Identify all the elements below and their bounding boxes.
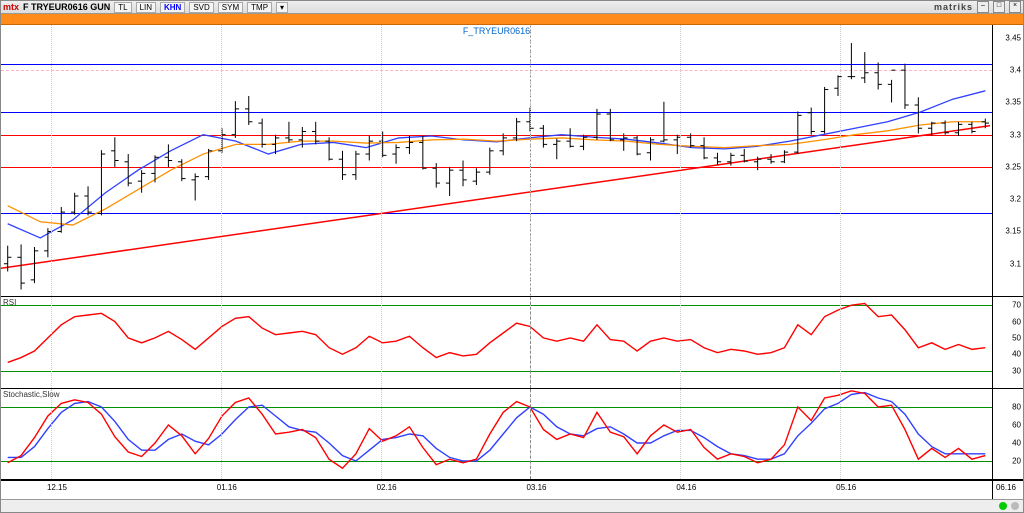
- toolbar-btn-tl[interactable]: TL: [114, 2, 131, 13]
- toolbar-btn-svd[interactable]: SVD: [189, 2, 213, 13]
- stoch-title: Stochastic,Slow: [3, 390, 59, 399]
- app-logo: mtx: [3, 2, 19, 12]
- minimize-icon[interactable]: –: [977, 1, 989, 13]
- chart-title: F_TRYEUR0616: [463, 26, 530, 36]
- rsi-yaxis: 30 40 50 60 70: [992, 297, 1023, 387]
- ytick: 80: [1012, 402, 1021, 411]
- ytick: 3.45: [1005, 33, 1021, 42]
- xtick: 01.16: [217, 483, 237, 492]
- ytick: 60: [1012, 317, 1021, 326]
- price-yaxis: 3.1 3.15 3.2 3.25 3.3 3.35 3.4 3.45: [992, 25, 1023, 296]
- ytick: 3.4: [1010, 66, 1021, 75]
- toolbar-btn-sym[interactable]: SYM: [218, 2, 243, 13]
- ytick: 60: [1012, 420, 1021, 429]
- ytick: 40: [1012, 350, 1021, 359]
- ytick: 70: [1012, 301, 1021, 310]
- ytick: 3.1: [1010, 259, 1021, 268]
- stoch-pane[interactable]: Stochastic,Slow 20 40 60 80: [1, 389, 1023, 480]
- xtick: 02.16: [377, 483, 397, 492]
- symbol-label: F TRYEUR0616 GUN: [23, 2, 110, 12]
- rsi-pane[interactable]: RSI 30 40 50 60 70: [1, 297, 1023, 388]
- ytick: 3.15: [1005, 227, 1021, 236]
- maximize-icon[interactable]: □: [993, 1, 1005, 13]
- ytick: 50: [1012, 334, 1021, 343]
- xtick: 12.15: [47, 483, 67, 492]
- ytick: 3.3: [1010, 130, 1021, 139]
- xtick: 06.16: [996, 483, 1016, 492]
- ytick: 40: [1012, 438, 1021, 447]
- chart-window: mtx F TRYEUR0616 GUN TL LIN KHN SVD SYM …: [0, 0, 1024, 513]
- rsi-title: RSI: [3, 298, 16, 307]
- xtick: 03.16: [526, 483, 546, 492]
- toolbar-btn-lin[interactable]: LIN: [136, 2, 156, 13]
- ytick: 3.2: [1010, 195, 1021, 204]
- stoch-yaxis: 20 40 60 80: [992, 389, 1023, 479]
- ytick: 3.25: [1005, 162, 1021, 171]
- ytick: 20: [1012, 456, 1021, 465]
- xtick: 05.16: [836, 483, 856, 492]
- x-axis: 12.15 01.16 02.16 03.16 04.16 05.16 06.16: [1, 480, 1023, 499]
- orange-strip: [1, 14, 1023, 25]
- dropdown-icon[interactable]: ▾: [276, 2, 288, 13]
- status-led-green: [999, 502, 1007, 510]
- ytick: 3.35: [1005, 98, 1021, 107]
- statusbar: [1, 499, 1023, 512]
- status-led-grey: [1011, 502, 1019, 510]
- xtick: 04.16: [676, 483, 696, 492]
- price-pane[interactable]: F_TRYEUR0616 3.1 3.15 3.2 3.25 3.3 3.35 3.4 3.4…: [1, 25, 1023, 297]
- chart-panes: F_TRYEUR0616 3.1 3.15 3.2 3.25 3.3 3.35 3.4 3.4…: [1, 25, 1023, 499]
- ytick: 30: [1012, 366, 1021, 375]
- close-icon[interactable]: ×: [1009, 1, 1021, 13]
- toolbar-btn-khn[interactable]: KHN: [160, 2, 185, 13]
- titlebar: mtx F TRYEUR0616 GUN TL LIN KHN SVD SYM …: [1, 1, 1023, 14]
- brand-label: matriks: [934, 2, 973, 12]
- toolbar-btn-tmp[interactable]: TMP: [247, 2, 272, 13]
